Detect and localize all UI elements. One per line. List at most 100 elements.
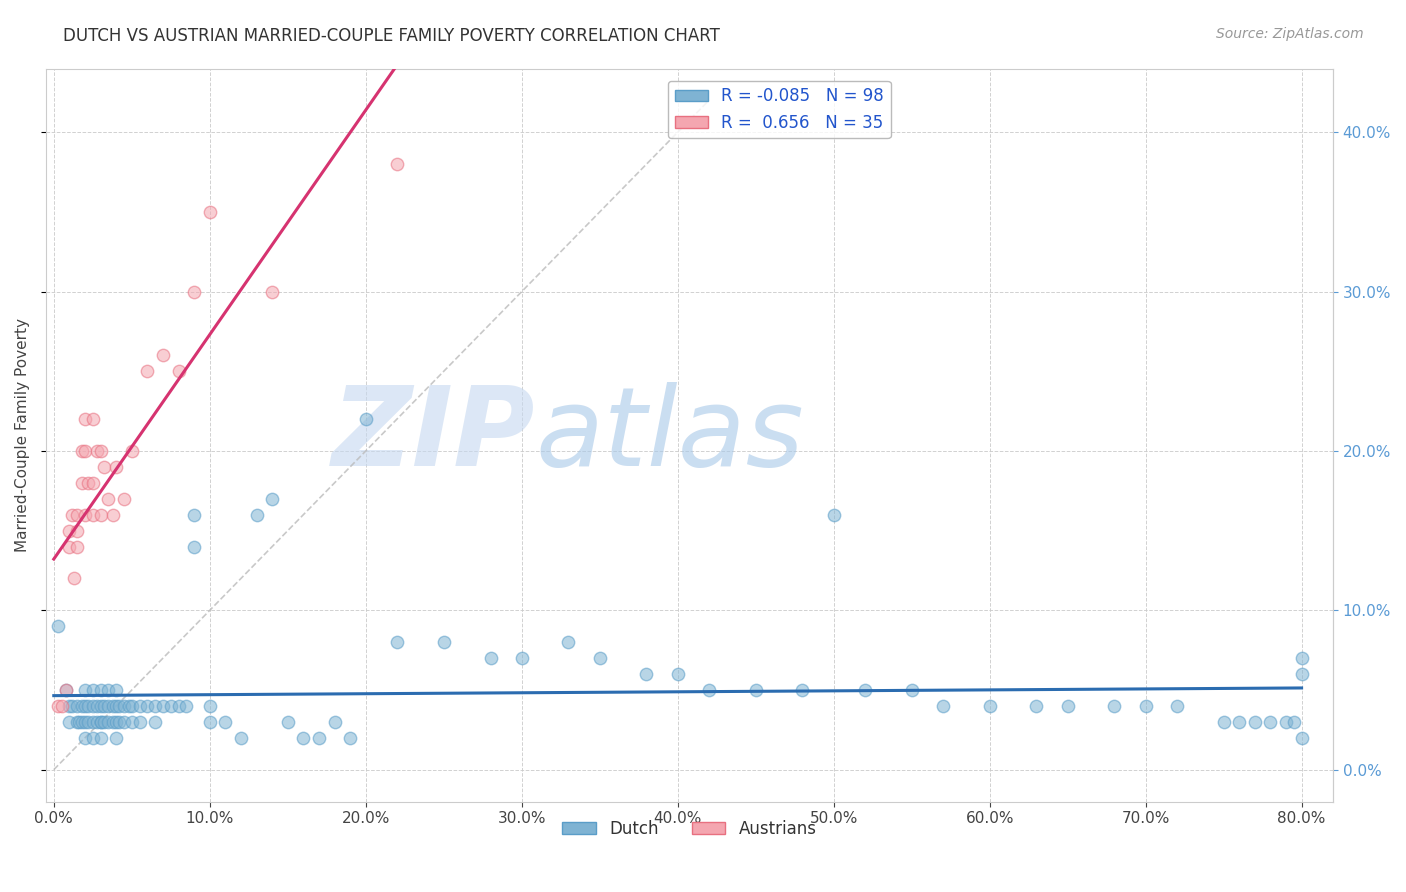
Point [1212, 714, 1234, 729]
Point [183, 540, 205, 554]
Point [77, 698, 100, 713]
Point [1291, 667, 1313, 681]
Point [1275, 714, 1298, 729]
Point [62, 698, 84, 713]
Point [557, 635, 579, 649]
Point [97, 714, 120, 729]
Point [636, 667, 658, 681]
Point [48, 619, 70, 633]
Point [66, 508, 89, 522]
Point [183, 285, 205, 299]
Point [82, 475, 104, 490]
Point [55, 683, 77, 698]
Point [63, 572, 86, 586]
Point [354, 412, 377, 426]
Point [82, 412, 104, 426]
Point [70, 475, 93, 490]
Point [66, 540, 89, 554]
Point [97, 683, 120, 698]
Point [93, 714, 115, 729]
Point [112, 698, 135, 713]
Y-axis label: Married-Couple Family Poverty: Married-Couple Family Poverty [15, 318, 30, 552]
Point [308, 731, 330, 745]
Point [101, 508, 124, 522]
Point [823, 508, 845, 522]
Point [82, 714, 104, 729]
Point [73, 683, 96, 698]
Point [198, 698, 221, 713]
Point [262, 285, 284, 299]
Point [1291, 731, 1313, 745]
Point [1166, 698, 1188, 713]
Point [198, 205, 221, 219]
Point [101, 714, 124, 729]
Point [128, 714, 150, 729]
Point [108, 714, 131, 729]
Point [90, 731, 112, 745]
Point [77, 475, 100, 490]
Point [117, 698, 139, 713]
Point [105, 698, 128, 713]
Text: atlas: atlas [534, 382, 804, 489]
Point [93, 698, 115, 713]
Point [58, 714, 80, 729]
Point [1291, 651, 1313, 665]
Point [90, 698, 112, 713]
Point [70, 714, 93, 729]
Point [128, 698, 150, 713]
Point [70, 444, 93, 458]
Point [105, 714, 128, 729]
Point [73, 714, 96, 729]
Text: DUTCH VS AUSTRIAN MARRIED-COUPLE FAMILY POVERTY CORRELATION CHART: DUTCH VS AUSTRIAN MARRIED-COUPLE FAMILY … [63, 27, 720, 45]
Point [108, 698, 131, 713]
Point [66, 524, 89, 538]
Point [86, 698, 108, 713]
Point [143, 698, 166, 713]
Point [1025, 698, 1047, 713]
Point [55, 683, 77, 698]
Point [58, 540, 80, 554]
Point [121, 444, 143, 458]
Point [932, 698, 955, 713]
Point [112, 491, 135, 506]
Point [93, 459, 115, 474]
Point [229, 731, 252, 745]
Point [385, 635, 408, 649]
Point [121, 714, 143, 729]
Point [101, 698, 124, 713]
Point [292, 731, 315, 745]
Point [66, 698, 89, 713]
Point [62, 508, 84, 522]
Point [86, 444, 108, 458]
Point [82, 683, 104, 698]
Point [97, 491, 120, 506]
Point [73, 698, 96, 713]
Point [1227, 714, 1250, 729]
Point [82, 731, 104, 745]
Point [214, 714, 236, 729]
Point [176, 698, 198, 713]
Point [339, 731, 361, 745]
Point [198, 714, 221, 729]
Point [159, 698, 181, 713]
Point [666, 667, 689, 681]
Point [183, 508, 205, 522]
Point [979, 698, 1001, 713]
Point [58, 698, 80, 713]
Point [697, 683, 720, 698]
Point [90, 714, 112, 729]
Point [73, 731, 96, 745]
Point [90, 714, 112, 729]
Legend: Dutch, Austrians: Dutch, Austrians [555, 814, 823, 845]
Point [262, 491, 284, 506]
Point [744, 683, 766, 698]
Point [105, 683, 128, 698]
Text: ZIP: ZIP [332, 382, 534, 489]
Point [136, 364, 159, 378]
Point [73, 412, 96, 426]
Point [66, 714, 89, 729]
Point [1260, 714, 1282, 729]
Point [1056, 698, 1078, 713]
Point [77, 714, 100, 729]
Point [112, 714, 135, 729]
